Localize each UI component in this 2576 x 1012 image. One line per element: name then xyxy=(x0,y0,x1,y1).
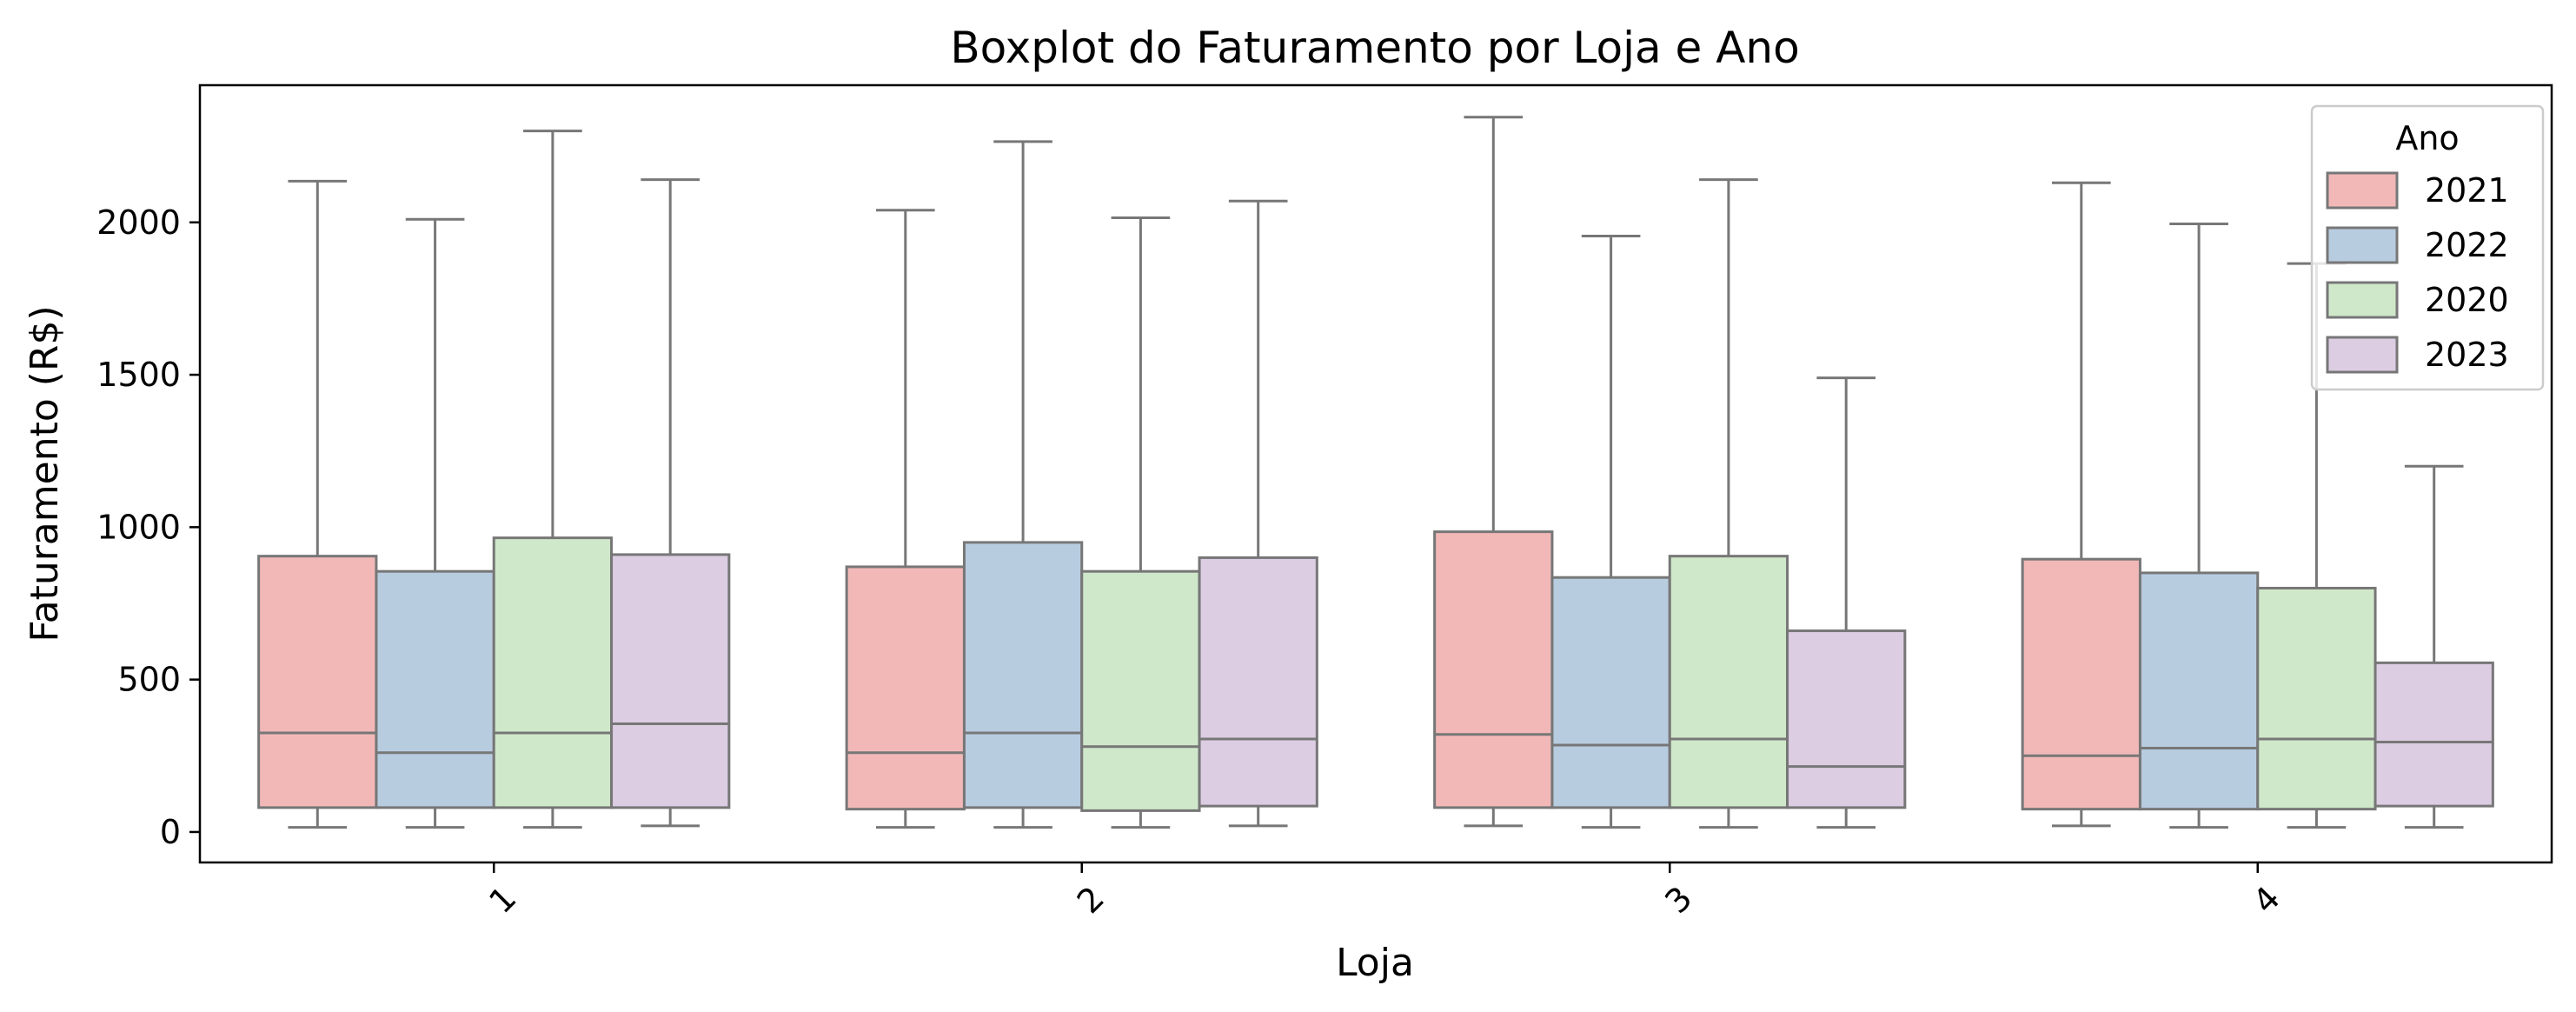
legend: Ano 2021 2022 2020 2023 xyxy=(2310,104,2545,391)
x-axis-label: Loja xyxy=(1336,941,1414,985)
legend-swatch xyxy=(2326,336,2399,374)
box-2023-loja-4 xyxy=(2374,464,2494,829)
legend-item-2023: 2023 xyxy=(2326,336,2509,374)
legend-title: Ano xyxy=(2395,119,2459,157)
legend-swatch xyxy=(2326,281,2399,319)
chart-title: Boxplot do Faturamento por Loja e Ano xyxy=(950,23,1799,73)
box-body xyxy=(2256,586,2377,811)
box-body xyxy=(2021,557,2141,811)
box-2021-loja-3 xyxy=(1433,116,1554,828)
box-2023-loja-2 xyxy=(1198,199,1318,828)
y-tick-label: 1500 xyxy=(96,356,181,394)
box-body xyxy=(1550,576,1671,809)
legend-swatch xyxy=(2326,171,2399,210)
box-2020-loja-2 xyxy=(1080,216,1201,829)
box-2021-loja-1 xyxy=(257,179,378,829)
box-body xyxy=(1786,629,1907,809)
box-2020-loja-4 xyxy=(2256,262,2377,829)
box-2020-loja-1 xyxy=(492,130,614,829)
box-body xyxy=(962,541,1084,809)
y-axis-label: Faturamento (R$) xyxy=(23,305,67,642)
y-axis: 0 500 1000 1500 2000 xyxy=(96,203,200,851)
legend-label: 2020 xyxy=(2425,281,2509,319)
x-axis: 1 2 3 4 xyxy=(481,862,2287,921)
plot-frame xyxy=(198,83,2553,864)
box-body xyxy=(2138,571,2260,811)
x-tick-label: 2 xyxy=(1070,879,1112,921)
legend-item-2020: 2020 xyxy=(2326,281,2509,319)
legend-item-2022: 2022 xyxy=(2326,226,2509,264)
legend-label: 2022 xyxy=(2425,226,2509,264)
legend-item-2021: 2021 xyxy=(2326,171,2509,210)
box-body xyxy=(610,553,731,809)
box-body xyxy=(492,536,614,809)
box-body xyxy=(1433,530,1554,809)
box-2020-loja-3 xyxy=(1668,178,1789,829)
box-body xyxy=(845,565,966,811)
box-2023-loja-3 xyxy=(1786,376,1907,829)
box-body xyxy=(1668,555,1789,809)
box-2022-loja-4 xyxy=(2138,223,2260,829)
box-2021-loja-2 xyxy=(845,209,966,829)
legend-swatch xyxy=(2326,226,2399,264)
box-2021-loja-4 xyxy=(2021,181,2141,828)
box-2022-loja-2 xyxy=(962,140,1084,829)
box-body xyxy=(257,555,378,809)
x-tick-label: 4 xyxy=(2246,879,2287,921)
plot-area xyxy=(257,116,2494,829)
legend-label: 2023 xyxy=(2425,336,2509,374)
box-2022-loja-1 xyxy=(375,217,495,829)
box-body xyxy=(1080,569,1201,812)
box-2023-loja-1 xyxy=(610,178,731,828)
y-tick-label: 2000 xyxy=(96,203,181,242)
box-body xyxy=(2374,661,2494,808)
box-2022-loja-3 xyxy=(1550,235,1671,829)
y-tick-label: 1000 xyxy=(96,508,181,546)
box-body xyxy=(1198,556,1318,808)
box-body xyxy=(375,569,495,809)
x-tick-label: 3 xyxy=(1657,879,1699,921)
x-tick-label: 1 xyxy=(481,879,523,921)
y-tick-label: 500 xyxy=(117,661,181,699)
legend-label: 2021 xyxy=(2425,171,2509,210)
y-tick-label: 0 xyxy=(160,813,181,851)
